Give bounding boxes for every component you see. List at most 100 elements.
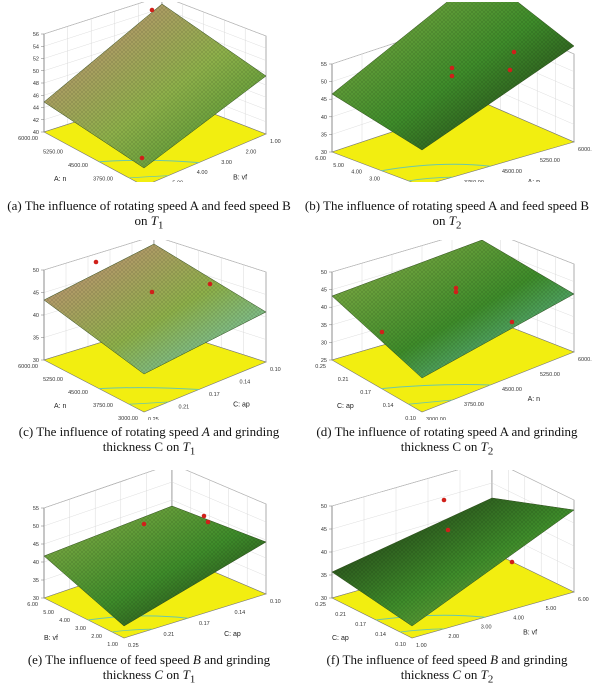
right-axis-tick-label: 5.00	[172, 181, 183, 182]
right-axis-tick-label: 2.00	[448, 634, 459, 640]
wall-grid-line	[43, 470, 267, 509]
design-point-marker	[149, 289, 155, 295]
figure-panel-a: 56 54 52 50 48 46 44 42 40 6000.00 5250.00 4500.00 3…	[4, 2, 294, 232]
caption-e: (e) The influence of feed speed B and gr…	[27, 652, 271, 686]
figure-panel-f: 50 45 40 35 30 0.25 0.21 0.17 0.14 0.10 C: ap 1.00 2…	[302, 470, 592, 686]
right-axis-tick-label: 6000.00	[578, 147, 592, 153]
z-tick-label: 40	[33, 130, 39, 136]
z-tick-label: 50	[321, 270, 327, 276]
right-axis-tick-label: 6.00	[578, 597, 589, 603]
figure-panel-e: 55 50 45 40 35 30 6.00 5.00 4.00 3.00 2.00 1.00 B: v…	[4, 470, 294, 686]
left-axis-tick-label: 0.17	[360, 390, 371, 396]
surface-plot-f: 50 45 40 35 300.25 0.21 0.17 0.14 0.10 C: ap 1.00 2…	[315, 470, 589, 649]
z-tick-label: 45	[33, 542, 39, 548]
left-axis-tick-label: 6000.00	[18, 136, 38, 142]
z-tick-label: 45	[321, 288, 327, 294]
right-axis-label: C: ap	[233, 402, 250, 409]
design-point-marker	[445, 527, 451, 533]
right-axis-tick-label: 0.25	[148, 417, 159, 420]
z-tick-label: 55	[33, 506, 39, 512]
z-tick-label: 45	[321, 527, 327, 533]
caption-a: (a) The influence of rotating speed A an…	[7, 198, 291, 232]
left-axis-tick-label: 5250.00	[43, 377, 63, 383]
z-tick-label: 30	[321, 340, 327, 346]
design-point-marker	[441, 497, 447, 503]
design-point-marker	[449, 65, 455, 71]
surface-plot-d: 50 45 40 35 30 250.25 0.21 0.17 0.14 0.10 C: ap 300…	[315, 240, 592, 420]
z-tick-label: 40	[321, 115, 327, 121]
z-tick-label: 52	[33, 57, 39, 63]
right-axis-label: A: n	[528, 179, 541, 182]
z-tick-label: 55	[321, 62, 327, 68]
left-axis-tick-label: 0.10	[405, 416, 416, 420]
right-axis-tick-label: 5250.00	[540, 372, 560, 378]
caption-f: (f) The influence of feed speed B and gr…	[326, 652, 568, 686]
z-tick-label: 50	[33, 524, 39, 530]
left-axis-tick-label: 4.00	[59, 618, 70, 624]
left-axis-tick-label: 4.00	[351, 170, 362, 176]
left-axis-tick-label: 0.21	[338, 377, 349, 383]
left-axis-tick-label: 0.25	[315, 364, 326, 370]
left-axis-tick-label: 3.00	[75, 626, 86, 632]
figure-panel-d: 50 45 40 35 30 25 0.25 0.21 0.17 0.14 0.10 C: ap 300…	[302, 240, 592, 466]
left-axis-label: C: ap	[337, 403, 354, 410]
right-axis-tick-label: 0.14	[240, 380, 251, 386]
right-axis-tick-label: 2.00	[246, 149, 257, 155]
left-axis-tick-label: 6000.00	[18, 364, 38, 370]
z-tick-label: 46	[33, 93, 39, 99]
right-axis-tick-label: 4.00	[513, 615, 524, 621]
z-tick-label: 56	[33, 32, 39, 38]
design-point-marker	[509, 319, 515, 325]
z-tick-label: 50	[33, 69, 39, 75]
left-axis-tick-label: 0.25	[315, 602, 326, 608]
design-point-marker	[509, 559, 515, 565]
wall-grid-line	[43, 499, 267, 545]
left-axis-tick-label: 2.00	[91, 634, 102, 640]
right-axis-tick-label: 3750.00	[464, 180, 484, 182]
left-axis-tick-label: 6.00	[27, 602, 38, 608]
design-point-marker	[453, 285, 459, 291]
right-axis-tick-label: 0.10	[270, 367, 281, 373]
right-axis-tick-label: 6000.00	[578, 357, 592, 363]
left-axis-tick-label: 4500.00	[68, 163, 88, 169]
left-axis-label: B: vf	[44, 635, 58, 642]
z-tick-label: 48	[33, 81, 39, 87]
contour-line	[381, 384, 491, 390]
left-axis-tick-label: 5.00	[333, 163, 344, 169]
design-point-marker	[507, 67, 513, 73]
z-tick-label: 30	[33, 596, 39, 602]
design-point-marker	[201, 513, 207, 519]
surface-plot-e: 55 50 45 40 35 306.00 5.00 4.00 3.00 2.00 1.00 B: v…	[27, 470, 281, 649]
right-axis-tick-label: 0.17	[209, 392, 220, 398]
left-axis-tick-label: 6.00	[315, 156, 326, 162]
surface-mesh	[44, 244, 266, 374]
caption-c: (c) The influence of rotating speed A an…	[18, 424, 280, 458]
left-axis-tick-label: 0.21	[335, 612, 346, 618]
z-tick-label: 50	[33, 268, 39, 274]
contour-line	[399, 628, 445, 633]
design-point-marker	[205, 519, 211, 525]
z-tick-label: 35	[321, 323, 327, 329]
right-axis-tick-label: 3.00	[481, 625, 492, 631]
right-axis-label: B: vf	[233, 174, 247, 181]
z-tick-label: 35	[33, 578, 39, 584]
right-axis-tick-label: 5250.00	[540, 158, 560, 164]
left-axis-tick-label: 3750.00	[93, 403, 113, 409]
left-axis-label: A: n	[54, 176, 67, 182]
left-axis-tick-label: 3000.00	[118, 416, 138, 420]
contour-line	[111, 628, 153, 633]
wall-grid-line	[43, 240, 267, 273]
left-axis-tick-label: 0.10	[395, 642, 406, 648]
right-axis-label: A: n	[528, 396, 541, 403]
right-axis-label: B: vf	[523, 630, 537, 637]
z-tick-label: 42	[33, 118, 39, 124]
design-point-marker	[511, 49, 517, 55]
right-axis-tick-label: 1.00	[416, 643, 427, 649]
left-axis-tick-label: 1.00	[107, 642, 118, 648]
left-axis-tick-label: 5.00	[43, 610, 54, 616]
design-point-marker	[139, 155, 145, 161]
caption-d: (d) The influence of rotating speed A an…	[316, 424, 578, 458]
